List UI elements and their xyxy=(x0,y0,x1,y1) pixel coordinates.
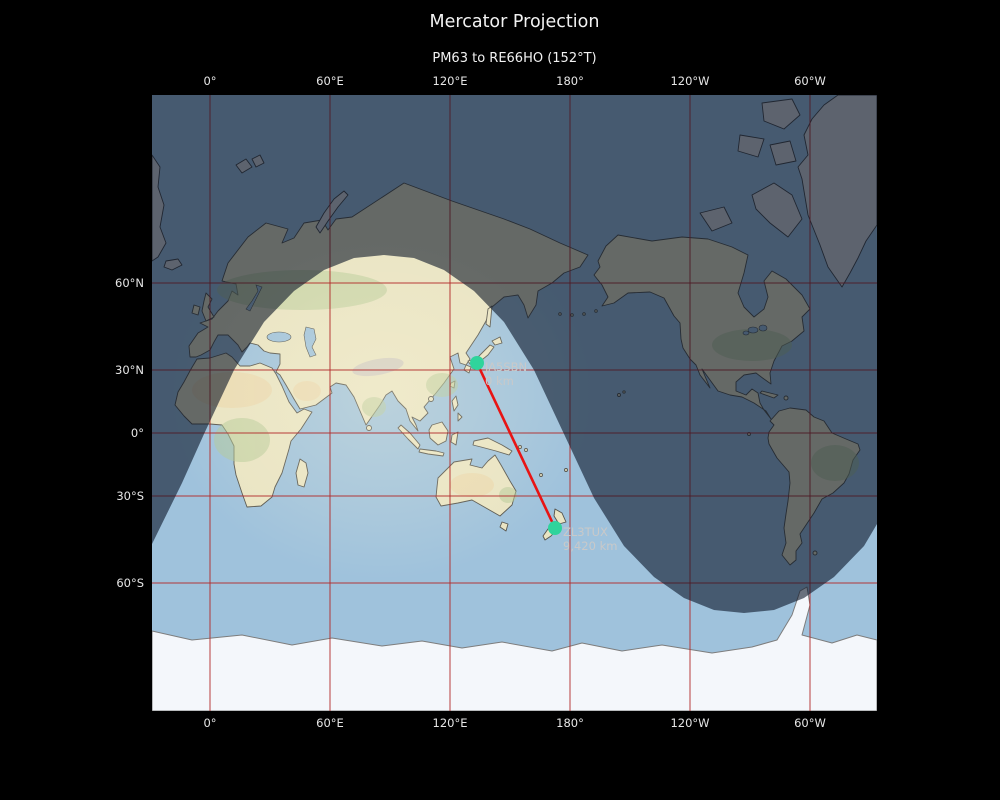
station-distance-label: 9,420 km xyxy=(563,539,617,553)
plot-subtitle: PM63 to RE66HO (152°T) xyxy=(432,51,597,66)
axis-tick-bottom: 0° xyxy=(203,716,217,730)
page-title: Mercator Projection xyxy=(429,12,600,32)
axis-tick-top: 120°W xyxy=(670,74,710,88)
axis-tick-top: 0° xyxy=(203,74,217,88)
great-circle-path xyxy=(475,361,557,530)
axis-tick-top: 120°E xyxy=(432,74,468,88)
axis-tick-bottom: 120°E xyxy=(432,716,468,730)
axis-tick-left: 30°N xyxy=(115,363,144,377)
station-marker-ja5sbn xyxy=(470,356,484,370)
axis-tick-bottom: 120°W xyxy=(670,716,710,730)
axis-tick-left: 0° xyxy=(130,426,144,440)
world-map: JA5SBN 0 km ZL3TUX 9,420 km xyxy=(152,95,877,711)
axis-tick-top: 60°W xyxy=(794,74,826,88)
island-new-zealand-north xyxy=(553,508,567,525)
antarctica-group xyxy=(152,586,877,711)
axis-tick-top: 60°E xyxy=(316,74,344,88)
station-marker-zl3tux xyxy=(548,521,562,535)
station-labels: JA5SBN 0 km ZL3TUX 9,420 km xyxy=(484,360,617,553)
axis-tick-left: 60°S xyxy=(116,576,144,590)
night-region xyxy=(152,95,877,613)
station-distance-label: 0 km xyxy=(485,374,514,388)
axis-tick-bottom: 180° xyxy=(556,716,584,730)
station-markers xyxy=(470,356,562,535)
axis-tick-left: 30°S xyxy=(116,489,144,503)
station-callsign-label: ZL3TUX xyxy=(563,525,608,539)
axis-tick-bottom: 60°E xyxy=(316,716,344,730)
axis-tick-top: 180° xyxy=(556,74,584,88)
landmass-antarctica xyxy=(152,586,877,711)
axis-tick-left: 60°N xyxy=(115,276,144,290)
station-callsign-label: JA5SBN xyxy=(484,360,527,374)
axis-tick-bottom: 60°W xyxy=(794,716,826,730)
